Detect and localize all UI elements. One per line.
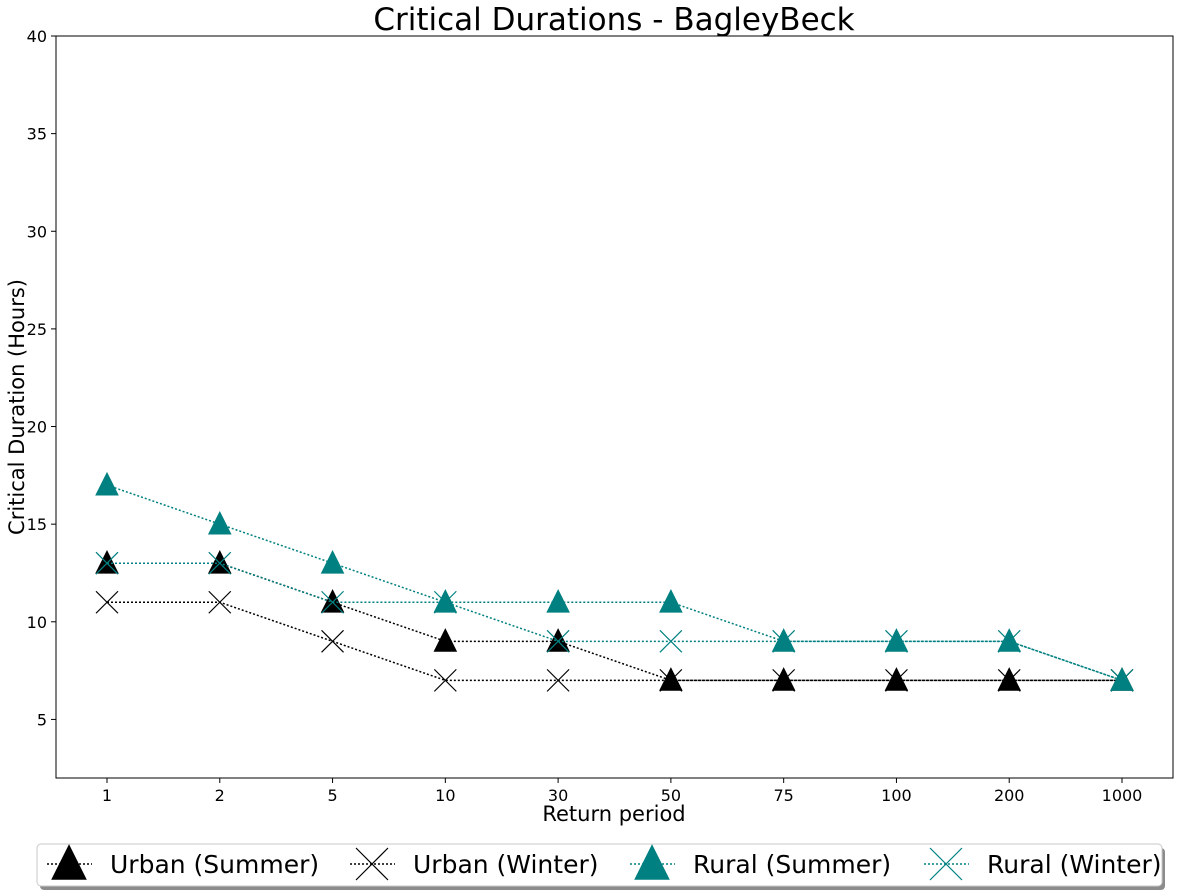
series-line: [106, 484, 1123, 682]
legend-item: Urban (Summer): [47, 844, 319, 880]
legend-label: Rural (Summer): [693, 850, 891, 879]
data-point: [95, 551, 119, 575]
data-point: [433, 590, 457, 614]
plot-area: [55, 35, 1174, 779]
data-point: [207, 510, 232, 535]
y-tick-label: 30: [27, 222, 47, 241]
legend-marker: [51, 844, 87, 880]
data-point: [659, 589, 683, 613]
data-point: [885, 629, 908, 653]
chart-title: Critical Durations - BagleyBeck: [373, 2, 854, 38]
data-point: [771, 628, 796, 652]
y-axis-label: Critical Duration (Hours): [5, 279, 29, 535]
legend-item: Urban (Winter): [350, 847, 599, 881]
x-axis-label: Return period: [542, 802, 685, 826]
legend-label: Rural (Winter): [987, 850, 1162, 879]
data-point: [659, 668, 683, 692]
series-rural-winter: [95, 551, 1134, 692]
data-point: [433, 668, 457, 692]
x-tick-label: 1000: [1102, 786, 1143, 805]
data-point: [771, 667, 796, 691]
x-tick-label: 200: [994, 786, 1025, 805]
y-tick-label: 10: [27, 613, 47, 632]
data-point: [207, 549, 232, 574]
legend-label: Urban (Winter): [413, 850, 599, 879]
legend-item: Rural (Summer): [630, 844, 891, 880]
data-point: [208, 590, 232, 614]
data-point: [208, 551, 232, 575]
data-point: [546, 589, 570, 613]
legend: Urban (Summer) Urban (Winter) Rural (Summe…: [36, 843, 1165, 890]
data-point: [1110, 668, 1134, 692]
data-point: [546, 628, 570, 652]
x-tick-label: 2: [215, 786, 225, 805]
data-point: [997, 668, 1021, 692]
data-point: [997, 629, 1021, 653]
x-tick-label: 75: [773, 786, 793, 805]
x-tick-label: 50: [661, 786, 681, 805]
x-axis: 1 2 5 10 30 50 75 100 200 1000: [102, 778, 1142, 805]
y-tick-label: 20: [27, 418, 47, 437]
y-tick-label: 25: [27, 320, 47, 339]
data-point: [659, 667, 683, 691]
y-tick-label: 40: [27, 27, 47, 46]
series-line: [107, 562, 1123, 682]
data-point: [772, 668, 796, 692]
legend-item: Rural (Winter): [924, 847, 1162, 881]
data-point: [885, 668, 908, 692]
x-tick-label: 1: [102, 786, 112, 805]
data-point: [546, 668, 570, 692]
x-tick-label: 100: [881, 786, 912, 805]
data-point: [433, 628, 458, 652]
data-point: [772, 629, 796, 653]
legend-box: [36, 843, 1163, 887]
data-point: [95, 471, 119, 496]
legend-label: Urban (Summer): [110, 850, 319, 879]
data-point: [659, 629, 683, 653]
data-point: [997, 628, 1022, 652]
x-tick-label: 5: [327, 786, 337, 805]
x-tick-label: 10: [435, 786, 455, 805]
data-point: [320, 589, 345, 613]
data-point: [95, 549, 119, 574]
series-line: [107, 601, 1122, 682]
series-rural-summer: [95, 471, 1134, 691]
data-point: [433, 589, 458, 613]
y-tick-label: 35: [27, 125, 47, 144]
data-point: [321, 590, 344, 614]
legend-marker: [929, 847, 963, 881]
y-tick-label: 5: [37, 710, 47, 729]
data-point: [321, 629, 344, 653]
y-tick-label: 15: [27, 515, 47, 534]
data-point: [320, 549, 345, 574]
data-point: [997, 667, 1022, 691]
y-axis: 5 10 15 20 25 30 35 40: [27, 27, 56, 729]
data-point: [884, 667, 909, 691]
data-point: [546, 629, 570, 653]
x-tick-label: 30: [548, 786, 568, 805]
series-layer: [95, 471, 1134, 692]
data-point: [95, 590, 119, 614]
legend-marker: [355, 847, 389, 881]
data-point: [884, 628, 909, 652]
legend-marker: [634, 844, 670, 880]
data-point: [1110, 667, 1134, 691]
